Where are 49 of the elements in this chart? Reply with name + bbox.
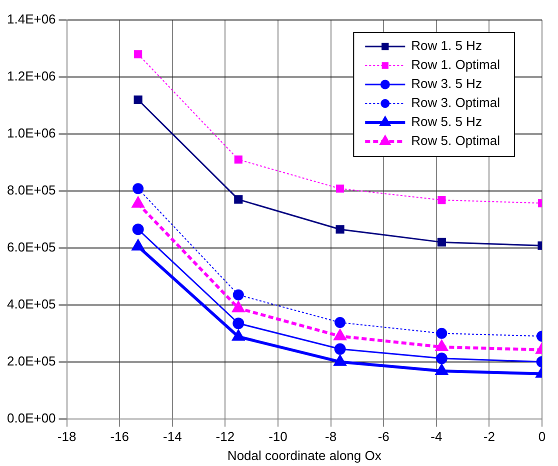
y-tick-label: 8.0E+05 (7, 182, 56, 198)
legend-label: Row 1. 5 Hz (411, 38, 482, 54)
point (234, 195, 243, 204)
point (132, 224, 144, 236)
point (334, 343, 346, 355)
point (436, 352, 448, 364)
point (132, 197, 144, 208)
x-tick-label: -10 (268, 429, 288, 444)
x-tick-label: -14 (162, 429, 182, 444)
y-tick-label: 4.0E+05 (7, 296, 56, 312)
point (336, 225, 344, 234)
legend-label: Row 5. 5 Hz (411, 114, 482, 130)
point (436, 340, 448, 352)
x-tick-label: -6 (378, 429, 390, 444)
x-tick-label: 0 (538, 429, 546, 444)
point (232, 289, 244, 300)
point (132, 183, 144, 194)
x-tick-label: -2 (483, 429, 495, 444)
point (234, 156, 242, 164)
point (336, 184, 344, 193)
y-tick-label: 1.4E+06 (7, 12, 56, 27)
x-tick-label: -4 (430, 429, 442, 444)
point (232, 318, 244, 330)
x-axis-title: Nodal coordinate along Ox (227, 448, 382, 463)
point (132, 240, 144, 250)
x-tick-label: -16 (110, 429, 129, 444)
x-tick-label: -18 (57, 429, 76, 444)
point (232, 302, 244, 312)
point (334, 330, 346, 340)
point (334, 317, 346, 328)
point (438, 196, 446, 204)
legend-label: Row 3. Optimal (411, 95, 500, 110)
point (437, 238, 446, 246)
point (436, 328, 448, 339)
point (232, 330, 244, 341)
legend-label: Row 3. 5 Hz (411, 76, 482, 92)
point (134, 95, 142, 104)
point (134, 50, 142, 58)
x-tick-label: -8 (325, 429, 337, 444)
y-tick-label: 2.0E+05 (7, 353, 56, 368)
y-tick-label: 1.2E+06 (7, 68, 56, 84)
point (436, 364, 448, 375)
y-tick-label: 0.0E+00 (7, 410, 56, 426)
legend-label: Row 5. Optimal (411, 133, 500, 148)
y-tick-label: 6.0E+05 (7, 239, 56, 254)
x-tick-label: -12 (216, 429, 235, 444)
y-tick-label: 1.0E+06 (7, 126, 56, 141)
point (334, 355, 346, 366)
legend-label: Row 1. Optimal (411, 57, 500, 72)
